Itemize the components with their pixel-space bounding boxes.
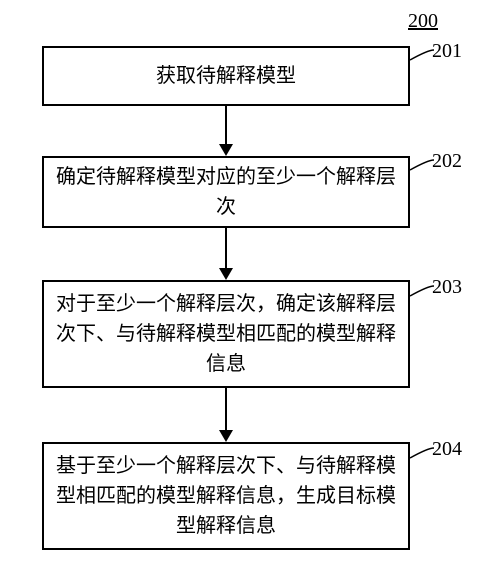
step-label-201: 201 — [432, 40, 462, 63]
step-label-203: 203 — [432, 276, 462, 299]
flow-step-4: 基于至少一个解释层次下、与待解释模型相匹配的模型解释信息，生成目标模型解释信息 — [42, 442, 410, 550]
flow-step-1-text: 获取待解释模型 — [156, 61, 296, 91]
flow-step-2: 确定待解释模型对应的至少一个解释层次 — [42, 156, 410, 228]
figure-label: 200 — [408, 10, 438, 33]
arrow-1-2 — [212, 106, 240, 156]
flow-step-4-text: 基于至少一个解释层次下、与待解释模型相匹配的模型解释信息，生成目标模型解释信息 — [54, 451, 398, 541]
flow-step-3-text: 对于至少一个解释层次，确定该解释层次下、与待解释模型相匹配的模型解释信息 — [54, 289, 398, 379]
flow-step-2-text: 确定待解释模型对应的至少一个解释层次 — [54, 162, 398, 222]
flow-step-3: 对于至少一个解释层次，确定该解释层次下、与待解释模型相匹配的模型解释信息 — [42, 280, 410, 388]
step-label-202: 202 — [432, 150, 462, 173]
arrow-2-3 — [212, 228, 240, 280]
step-label-204: 204 — [432, 438, 462, 461]
flowchart-canvas: 200 获取待解释模型 201 确定待解释模型对应的至少一个解释层次 202 对… — [0, 0, 500, 587]
flow-step-1: 获取待解释模型 — [42, 46, 410, 106]
arrow-3-4 — [212, 388, 240, 442]
